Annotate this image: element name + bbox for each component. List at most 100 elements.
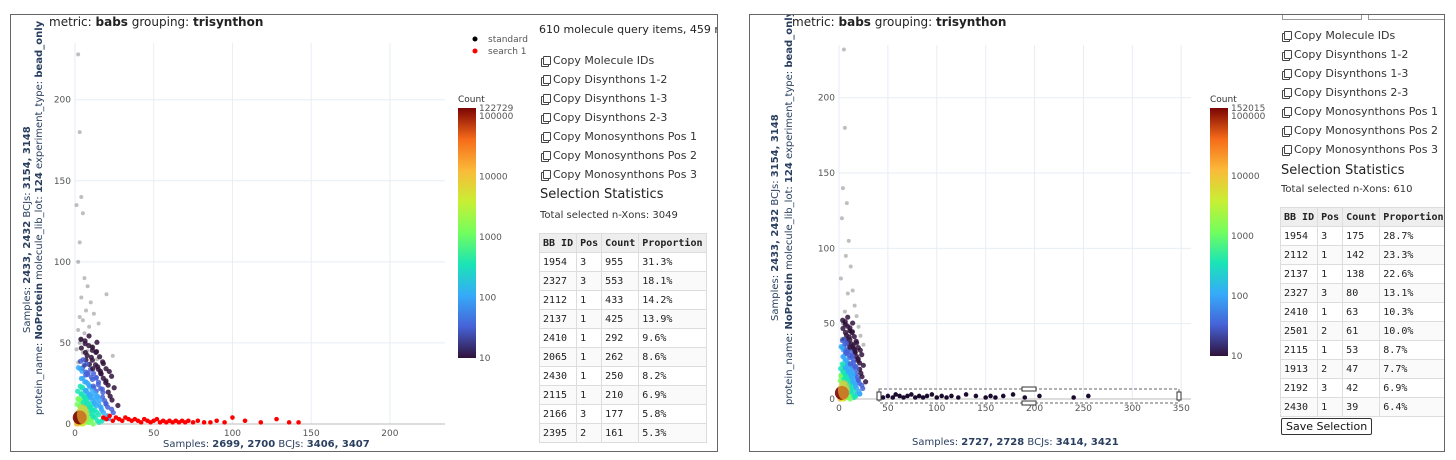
metric-grouping-header: metric: babs grouping: trisynthon: [49, 15, 264, 29]
series-0: [74, 52, 115, 368]
data-point: [214, 418, 220, 424]
table-cell: 1: [576, 347, 603, 367]
data-point: [880, 395, 886, 400]
density-point: [115, 402, 121, 409]
copy-disynthons-2-3-link[interactable]: Copy Disynthons 2-3: [541, 108, 697, 127]
density-point: [82, 379, 88, 385]
data-point: [909, 392, 914, 397]
data-point: [949, 393, 954, 399]
density-point: [852, 347, 858, 353]
table-cell: 6.9%: [638, 385, 707, 405]
x-tick-label: 0: [72, 429, 78, 439]
data-point: [890, 395, 896, 400]
density-point: [83, 396, 90, 403]
table-row: 2430 1 39 6.4%: [1279, 397, 1444, 417]
copy-molecule-ids-link[interactable]: Copy Molecule IDs: [1282, 26, 1438, 45]
data-point: [944, 395, 949, 400]
copy-monosynthons-pos-3-link[interactable]: Copy Monosynthons Pos 3: [541, 165, 697, 184]
scatter-plot-right[interactable]: 0 50 100 150 200 250 300 350 0 50 100 150 200 Count15…: [750, 15, 1280, 451]
density-point: [103, 400, 109, 407]
save-selection-button[interactable]: Save Selection: [1281, 418, 1373, 435]
copy-disynthons-2-3-link[interactable]: Copy Disynthons 2-3: [1282, 83, 1438, 102]
table-cell: 161: [601, 423, 640, 443]
left-panel: metric: babs grouping: trisynthon protei…: [10, 14, 718, 452]
table-cell: 7.7%: [1379, 359, 1444, 379]
density-halo: [76, 404, 89, 425]
colorbar-tick-label: 10000: [479, 173, 508, 183]
table-cell: 3: [1317, 378, 1344, 398]
density-point: [854, 385, 860, 391]
density-point: [90, 413, 96, 420]
colorbar-tick-label: 10000: [1231, 172, 1260, 182]
table-cell: 1: [576, 290, 603, 310]
table-cell: 8.6%: [638, 347, 707, 367]
table-cell: 23.3%: [1379, 245, 1444, 265]
copy-molecule-ids-link[interactable]: Copy Molecule IDs: [541, 51, 697, 70]
x-tick-label: 100: [928, 404, 945, 414]
density-point: [860, 385, 866, 392]
table-cell: 177: [601, 404, 640, 424]
density-point: [855, 377, 861, 383]
y-tick-label: 50: [824, 320, 836, 330]
table-row: 2115 1 53 8.7%: [1279, 340, 1444, 360]
data-point: [885, 393, 891, 399]
data-point: [852, 303, 857, 308]
table-cell: 1954: [538, 252, 578, 272]
copy-monosynthons-pos-1-link[interactable]: Copy Monosynthons Pos 1: [1282, 102, 1438, 121]
data-point: [1000, 393, 1006, 399]
copy-monosynthons-pos-2-link[interactable]: Copy Monosynthons Pos 2: [1282, 121, 1438, 140]
table-header-row: BB ID Pos Count Proportion: [538, 233, 707, 253]
copy-disynthons-1-2-link[interactable]: Copy Disynthons 1-2: [1282, 45, 1438, 64]
copy-disynthons-1-2-link[interactable]: Copy Disynthons 1-2: [541, 70, 697, 89]
data-point: [77, 240, 82, 245]
density-point: [846, 334, 852, 340]
column-header: Pos: [1317, 207, 1344, 227]
table-row: 2410 1 63 10.3%: [1279, 302, 1444, 322]
copy-icon: [1282, 144, 1292, 156]
density-point: [82, 349, 88, 356]
top-input-edge[interactable]: [1282, 15, 1362, 20]
x-axis-label: Samples: 2699, 2700 BCJs: 3406, 3407: [163, 439, 370, 450]
table-cell: 2112: [538, 290, 578, 310]
density-point: [847, 327, 853, 334]
x-tick-label: 350: [1173, 404, 1190, 414]
y-tick-label: 0: [65, 420, 71, 430]
density-point: [83, 369, 89, 375]
density-point: [87, 405, 94, 411]
x-tick-label: 50: [148, 429, 160, 439]
copy-disynthons-1-3-link[interactable]: Copy Disynthons 1-3: [541, 89, 697, 108]
table-cell: 2410: [538, 328, 578, 348]
density-point: [842, 329, 849, 336]
copy-monosynthons-pos-2-link[interactable]: Copy Monosynthons Pos 2: [541, 146, 697, 165]
table-cell: 1913: [1279, 359, 1319, 379]
table-row: 2327 3 80 13.1%: [1279, 283, 1444, 303]
density-point: [77, 358, 84, 364]
data-point: [905, 393, 910, 399]
density-point: [840, 325, 846, 332]
copy-disynthons-1-3-link[interactable]: Copy Disynthons 1-3: [1282, 64, 1438, 83]
top-input-edge[interactable]: [1368, 15, 1444, 20]
table-cell: 2112: [1279, 245, 1319, 265]
copy-monosynthons-pos-3-link[interactable]: Copy Monosynthons Pos 3: [1282, 140, 1438, 159]
data-point: [85, 349, 90, 354]
table-row: 2395 2 161 5.3%: [538, 423, 707, 443]
density-point: [90, 421, 96, 427]
density-point: [78, 336, 84, 342]
copy-monosynthons-pos-1-link[interactable]: Copy Monosynthons Pos 1: [541, 127, 697, 146]
data-point: [76, 360, 81, 365]
table-cell: 2115: [538, 385, 578, 405]
density-point: [839, 345, 845, 351]
y-tick-label: 0: [829, 395, 835, 405]
data-point: [80, 350, 85, 355]
table-cell: 80: [1342, 283, 1381, 303]
density-point: [850, 343, 856, 349]
density-point: [86, 333, 92, 339]
table-cell: 433: [601, 290, 640, 310]
table-cell: 1: [1317, 302, 1344, 322]
table-cell: 2327: [1279, 283, 1319, 303]
density-point: [78, 345, 84, 351]
density-point: [80, 399, 86, 406]
table-cell: 2327: [538, 271, 578, 291]
data-point: [77, 340, 82, 345]
